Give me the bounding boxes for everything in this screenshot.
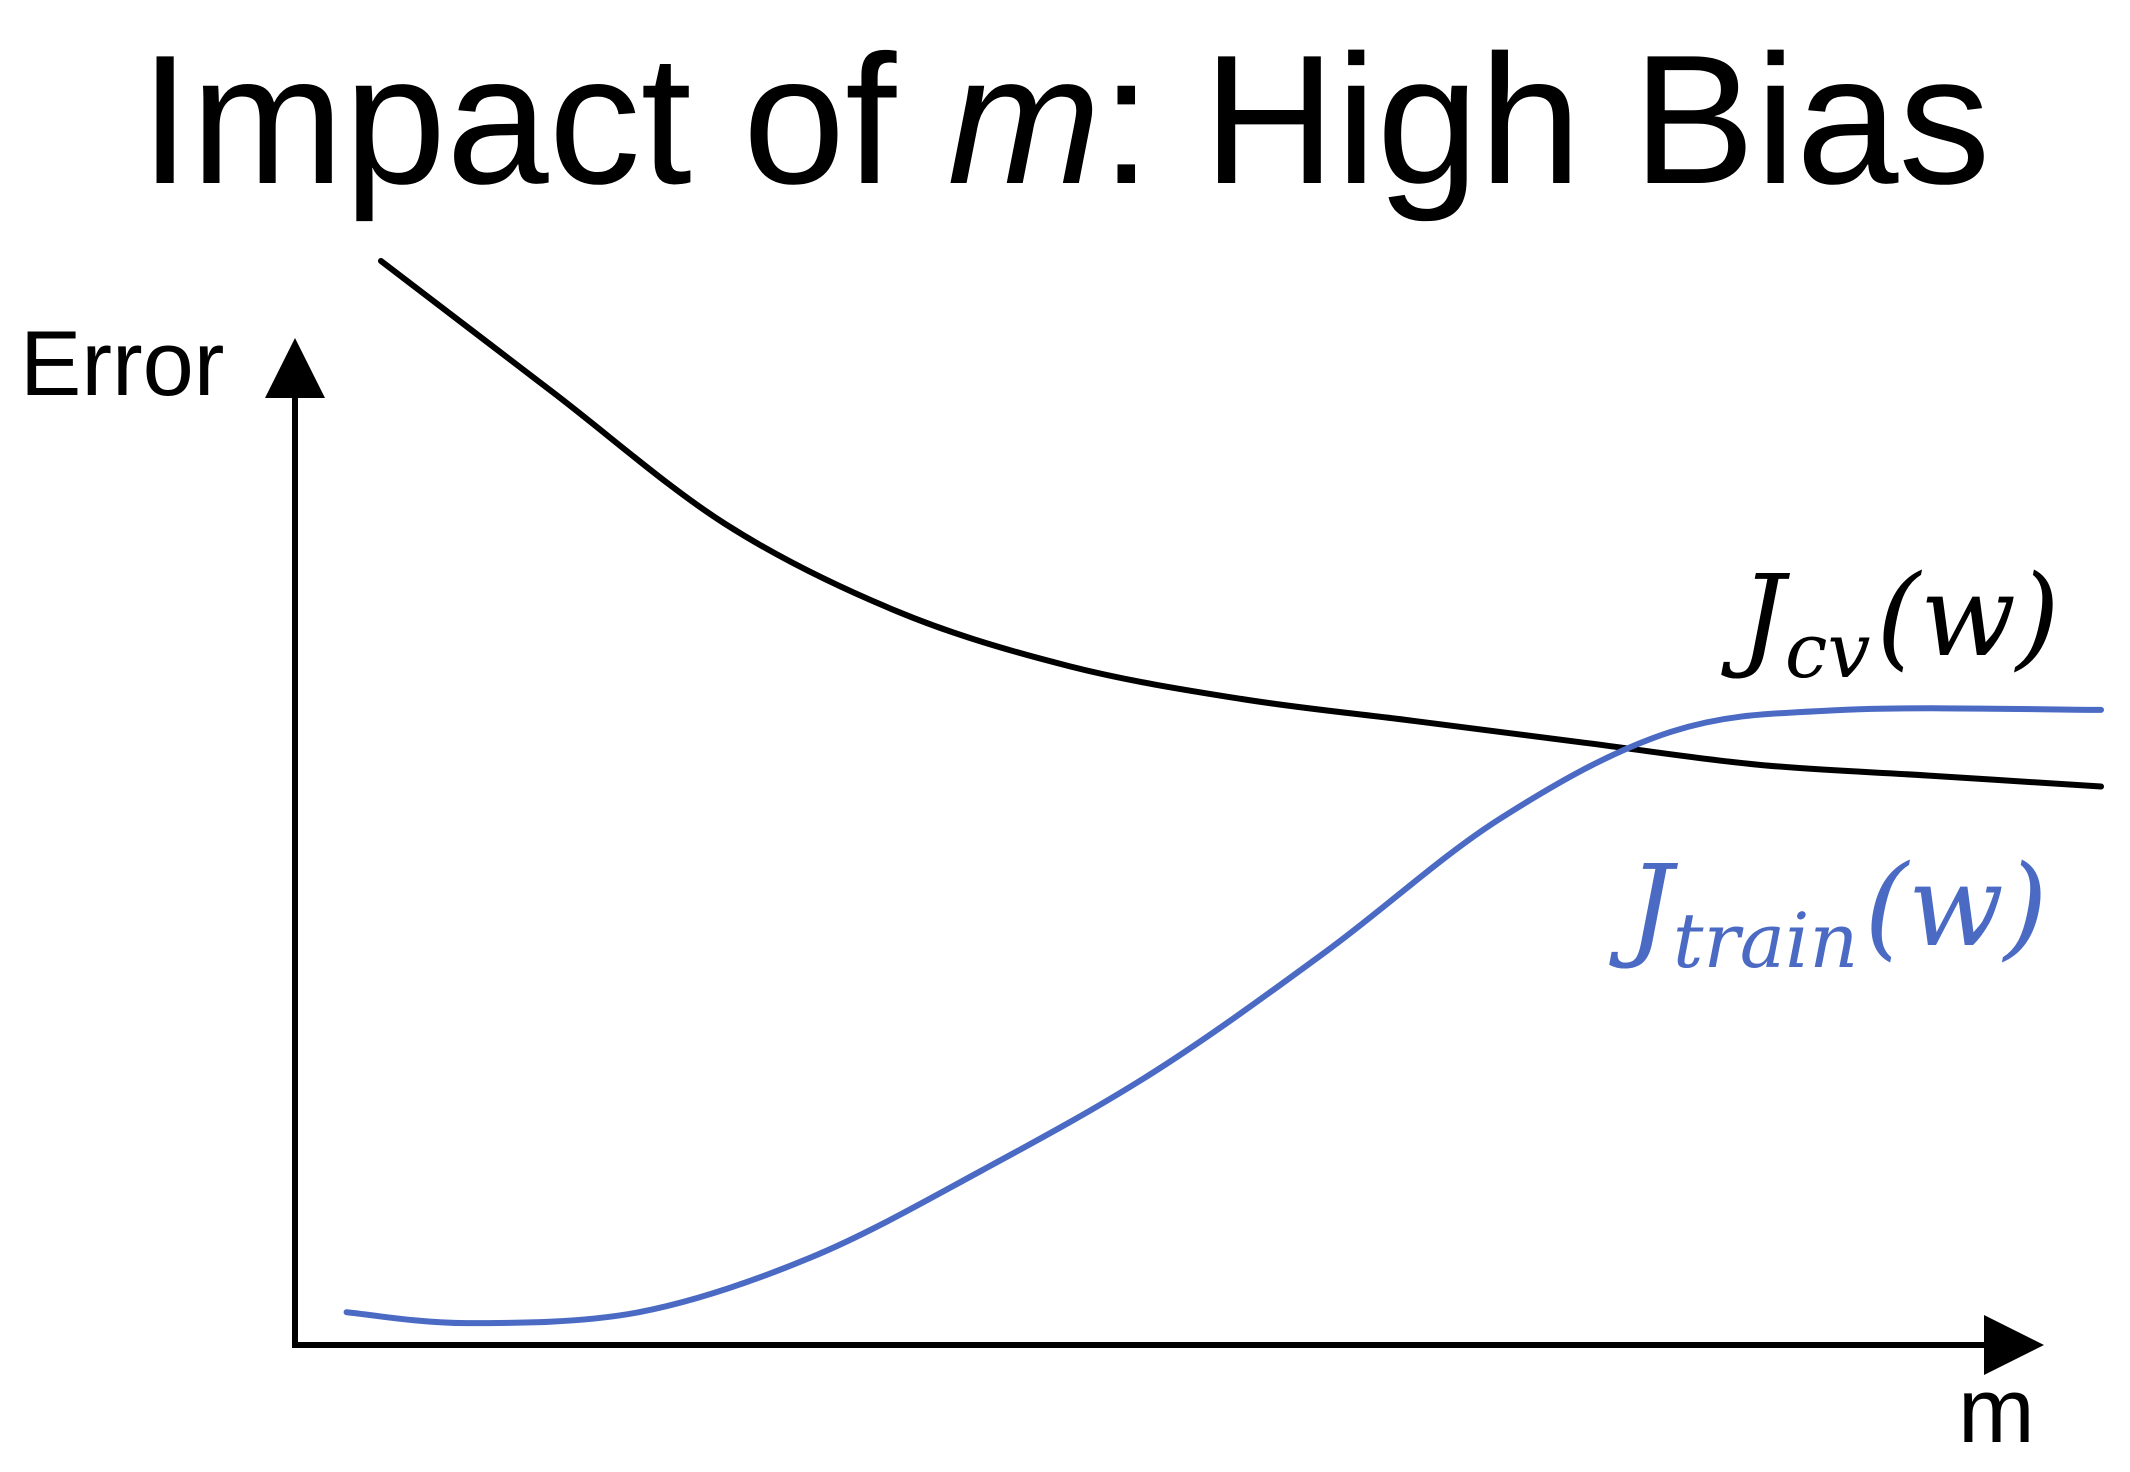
title-prefix: Impact of [139,16,948,222]
chart-title: Impact of m: High Bias [0,18,2130,220]
y-axis-label: Error [20,313,224,415]
series-label-sub-0: cv [1785,606,1871,695]
series-line-1 [343,705,2104,1327]
series-label-0: Jcv(w) [1721,552,2060,695]
title-variable: m [947,16,1101,222]
series-label-arg-1: (w) [1864,842,2047,972]
series-label-main-0: J [1721,552,1791,682]
series-line-0 [378,258,2104,790]
series-label-main-1: J [1609,842,1679,972]
series-layer: Jcv(w)Jtrain(w) [343,258,2104,1327]
series-label-arg-0: (w) [1876,552,2059,682]
series-label-1: Jtrain(w) [1609,842,2048,985]
x-axis-label: m [1958,1360,2035,1462]
series-label-sub-1: train [1673,896,1858,985]
title-suffix: : High Bias [1100,16,1991,222]
